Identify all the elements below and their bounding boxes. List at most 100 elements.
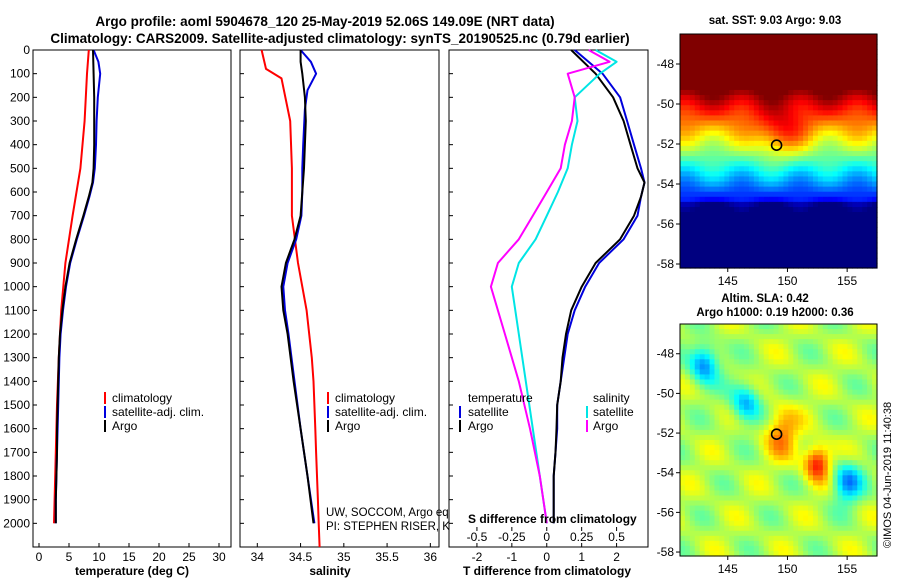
legend-label-satellite: satellite-adj. clim.: [112, 405, 204, 419]
map-cell: [822, 166, 829, 172]
map-cell: [744, 196, 750, 203]
map-cell: [744, 105, 750, 111]
map-cell: [709, 49, 716, 55]
map-cell: [724, 95, 730, 101]
map-cell: [817, 450, 824, 456]
map-cell: [867, 404, 873, 411]
map-cell: [817, 44, 824, 50]
map-cell: [729, 530, 735, 537]
map-cell: [808, 54, 814, 61]
map-cell: [803, 95, 809, 101]
map-cell: [724, 470, 730, 476]
map-cell: [734, 485, 740, 492]
map-cell: [709, 171, 716, 178]
map-cell: [729, 525, 735, 532]
map-cell: [817, 201, 824, 208]
map-cell: [832, 95, 839, 101]
map-cell: [832, 404, 839, 411]
map-cell: [827, 550, 834, 557]
map-cell: [739, 115, 745, 122]
map-cell: [719, 95, 725, 101]
map-cell: [817, 500, 824, 507]
map-cell: [837, 369, 844, 376]
map-cell: [773, 242, 780, 249]
map-cell: [827, 176, 834, 183]
map-cell: [827, 525, 834, 532]
map-cell: [837, 364, 844, 370]
map-cell: [827, 171, 834, 178]
map-cell: [768, 201, 775, 208]
map-cell: [822, 191, 829, 198]
map-cell: [734, 535, 740, 542]
map-cell: [729, 470, 735, 476]
map-cell: [837, 140, 844, 147]
map-cell: [847, 399, 853, 406]
map-cell: [783, 69, 789, 76]
map-cell: [857, 429, 863, 436]
map-cell: [709, 257, 716, 264]
map-cell: [852, 480, 858, 486]
map-cell: [734, 545, 740, 552]
map-cell: [798, 227, 804, 233]
map-cell: [793, 176, 799, 183]
map-cell: [744, 374, 750, 381]
map-cell: [793, 49, 799, 55]
map-cell: [704, 95, 711, 101]
map-cell: [803, 404, 809, 411]
map-cell: [689, 79, 696, 86]
map-cell: [788, 475, 794, 481]
map-cell: [857, 379, 863, 386]
map-cell: [827, 354, 834, 360]
map-cell: [763, 79, 770, 86]
map-cell: [763, 44, 770, 50]
map-cell: [857, 329, 863, 335]
map-cell: [852, 374, 858, 381]
map-cell: [788, 535, 794, 542]
map-cell: [680, 389, 686, 396]
map-cell: [768, 156, 775, 162]
map-cell: [867, 384, 873, 391]
map-cell: [788, 339, 794, 345]
map-cell: [778, 212, 785, 218]
map-cell: [862, 470, 868, 476]
map-cell: [768, 525, 775, 532]
map-cell: [748, 247, 755, 254]
map-cell: [773, 222, 780, 228]
map-cell: [734, 480, 740, 486]
map-cell: [832, 34, 839, 40]
map-cell: [778, 100, 785, 106]
map-cell: [808, 227, 814, 233]
map-cell: [842, 530, 849, 537]
depth-axis-ticks: 0100200300400500600700800900100011001200…: [3, 43, 37, 530]
map-cell: [753, 354, 760, 360]
map-cell: [753, 89, 760, 96]
map-cell: [812, 247, 819, 254]
map-cell: [694, 475, 701, 481]
map-cell: [724, 120, 730, 127]
map-cell: [758, 525, 765, 532]
map-cell: [812, 227, 819, 233]
map-cell: [847, 247, 853, 254]
map-cell: [778, 384, 785, 391]
map-cell: [714, 545, 720, 552]
map-cell: [763, 105, 770, 111]
map-cell: [788, 490, 794, 497]
map-cell: [862, 89, 868, 96]
map-cell: [832, 252, 839, 259]
map-cell: [778, 95, 785, 101]
map-cell: [837, 344, 844, 350]
map-cell: [689, 156, 696, 162]
map-cell: [694, 110, 701, 116]
map-cell: [753, 115, 760, 122]
map-cell: [817, 257, 824, 264]
map-cell: [709, 490, 716, 497]
map-cell: [689, 222, 696, 228]
map-cell: [857, 262, 863, 269]
map-cell: [808, 262, 814, 269]
map-cell: [684, 329, 691, 335]
map-cell: [852, 429, 858, 436]
map-cell: [808, 450, 814, 456]
map-cell: [822, 495, 829, 502]
map-cell: [798, 510, 804, 517]
map-cell: [798, 324, 804, 330]
